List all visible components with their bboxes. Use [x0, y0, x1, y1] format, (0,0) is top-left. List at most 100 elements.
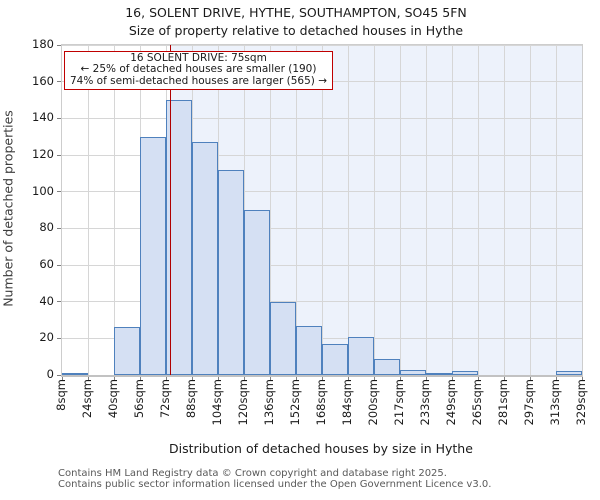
v-grid-line [321, 45, 323, 375]
v-grid-line [529, 45, 531, 375]
x-tick-mark [503, 377, 505, 381]
x-tick-mark [477, 377, 479, 381]
histogram-bar [114, 327, 140, 375]
x-tick-label: 281sqm [496, 379, 510, 426]
v-grid-line [347, 45, 349, 375]
y-tick-mark [57, 227, 61, 229]
histogram-bar [62, 373, 88, 376]
y-tick-label: 160 [32, 73, 54, 88]
x-tick-mark [269, 377, 271, 381]
x-tick-label: 217sqm [392, 379, 406, 426]
y-tick-label: 80 [39, 220, 54, 235]
x-tick-label: 329sqm [574, 379, 588, 426]
v-grid-line [555, 45, 557, 375]
x-tick-label: 40sqm [106, 379, 120, 419]
x-tick-label: 136sqm [262, 379, 276, 426]
v-grid-line [451, 45, 453, 375]
x-tick-label: 104sqm [210, 379, 224, 426]
histogram-bar [426, 373, 452, 376]
x-tick-label: 120sqm [236, 379, 250, 426]
x-tick-mark [113, 377, 115, 381]
histogram-bar [452, 371, 478, 375]
x-tick-label: 249sqm [444, 379, 458, 426]
v-grid-line [399, 45, 401, 375]
histogram-bar [218, 169, 244, 375]
y-tick-mark [57, 191, 61, 193]
x-tick-mark [529, 377, 531, 381]
y-tick-mark [57, 81, 61, 83]
x-tick-mark [373, 377, 375, 381]
y-tick-mark [57, 374, 61, 376]
y-tick-label: 40 [39, 293, 54, 308]
y-tick-mark [57, 264, 61, 266]
property-marker-line [169, 45, 172, 375]
x-tick-mark [347, 377, 349, 381]
y-axis-label: Number of detached properties [0, 110, 16, 307]
y-tick-label: 140 [32, 110, 54, 125]
footer-line-2: Contains public sector information licen… [58, 478, 492, 490]
annotation-box: 16 SOLENT DRIVE: 75sqm ← 25% of detached… [64, 51, 333, 90]
x-tick-label: 152sqm [288, 379, 302, 426]
x-tick-label: 265sqm [470, 379, 484, 426]
annotation-line-3: 74% of semi-detached houses are larger (… [70, 74, 327, 87]
histogram-bar [348, 336, 374, 375]
y-tick-mark [57, 154, 61, 156]
histogram-bar [322, 343, 348, 375]
y-tick-label: 20 [39, 330, 54, 345]
v-grid-line [87, 45, 89, 375]
v-grid-line [425, 45, 427, 375]
v-grid-line [269, 45, 271, 375]
x-tick-label: 168sqm [314, 379, 328, 426]
x-tick-mark [217, 377, 219, 381]
y-tick-mark [57, 337, 61, 339]
v-grid-line [373, 45, 375, 375]
footer: Contains HM Land Registry data © Crown c… [58, 468, 492, 490]
histogram-bar [296, 325, 322, 375]
x-tick-mark [425, 377, 427, 381]
x-tick-mark [87, 377, 89, 381]
x-tick-label: 8sqm [54, 379, 68, 411]
x-tick-mark [191, 377, 193, 381]
histogram-bar [400, 369, 426, 375]
plot-area [57, 44, 583, 381]
x-tick-mark [61, 377, 63, 381]
x-tick-label: 56sqm [132, 379, 146, 419]
x-tick-label: 313sqm [548, 379, 562, 426]
histogram-bar [270, 301, 296, 375]
histogram-bar [140, 136, 166, 375]
x-axis-label: Distribution of detached houses by size … [169, 441, 473, 456]
y-tick-label: 0 [46, 367, 54, 381]
histogram-bar [244, 210, 270, 375]
x-tick-mark [581, 377, 583, 381]
x-tick-label: 297sqm [522, 379, 536, 426]
footer-line-1: Contains HM Land Registry data © Crown c… [58, 468, 447, 479]
annotation-line-1: 16 SOLENT DRIVE: 75sqm [130, 52, 267, 64]
y-tick-label: 60 [39, 257, 54, 271]
x-tick-mark [243, 377, 245, 381]
histogram-bar [192, 142, 218, 375]
x-tick-label: 72sqm [158, 379, 172, 419]
v-grid-line [477, 45, 479, 375]
y-tick-label: 180 [32, 37, 54, 51]
x-tick-mark [555, 377, 557, 381]
y-tick-mark [57, 44, 61, 46]
y-tick-label: 100 [32, 183, 54, 198]
histogram-bar [374, 358, 400, 375]
x-tick-label: 200sqm [366, 379, 380, 426]
x-tick-label: 233sqm [418, 379, 432, 426]
x-tick-mark [295, 377, 297, 381]
x-tick-mark [399, 377, 401, 381]
x-tick-mark [165, 377, 167, 381]
x-tick-mark [321, 377, 323, 381]
v-grid-line [113, 45, 115, 375]
chart-subtitle: Size of property relative to detached ho… [128, 23, 464, 38]
x-tick-label: 24sqm [80, 379, 94, 419]
y-tick-mark [57, 301, 61, 303]
chart-title: 16, SOLENT DRIVE, HYTHE, SOUTHAMPTON, SO… [125, 5, 467, 20]
annotation-line-2: ← 25% of detached houses are smaller (19… [80, 63, 317, 76]
v-grid-line [295, 45, 297, 375]
y-tick-mark [57, 117, 61, 119]
x-tick-mark [139, 377, 141, 381]
x-tick-mark [451, 377, 453, 381]
